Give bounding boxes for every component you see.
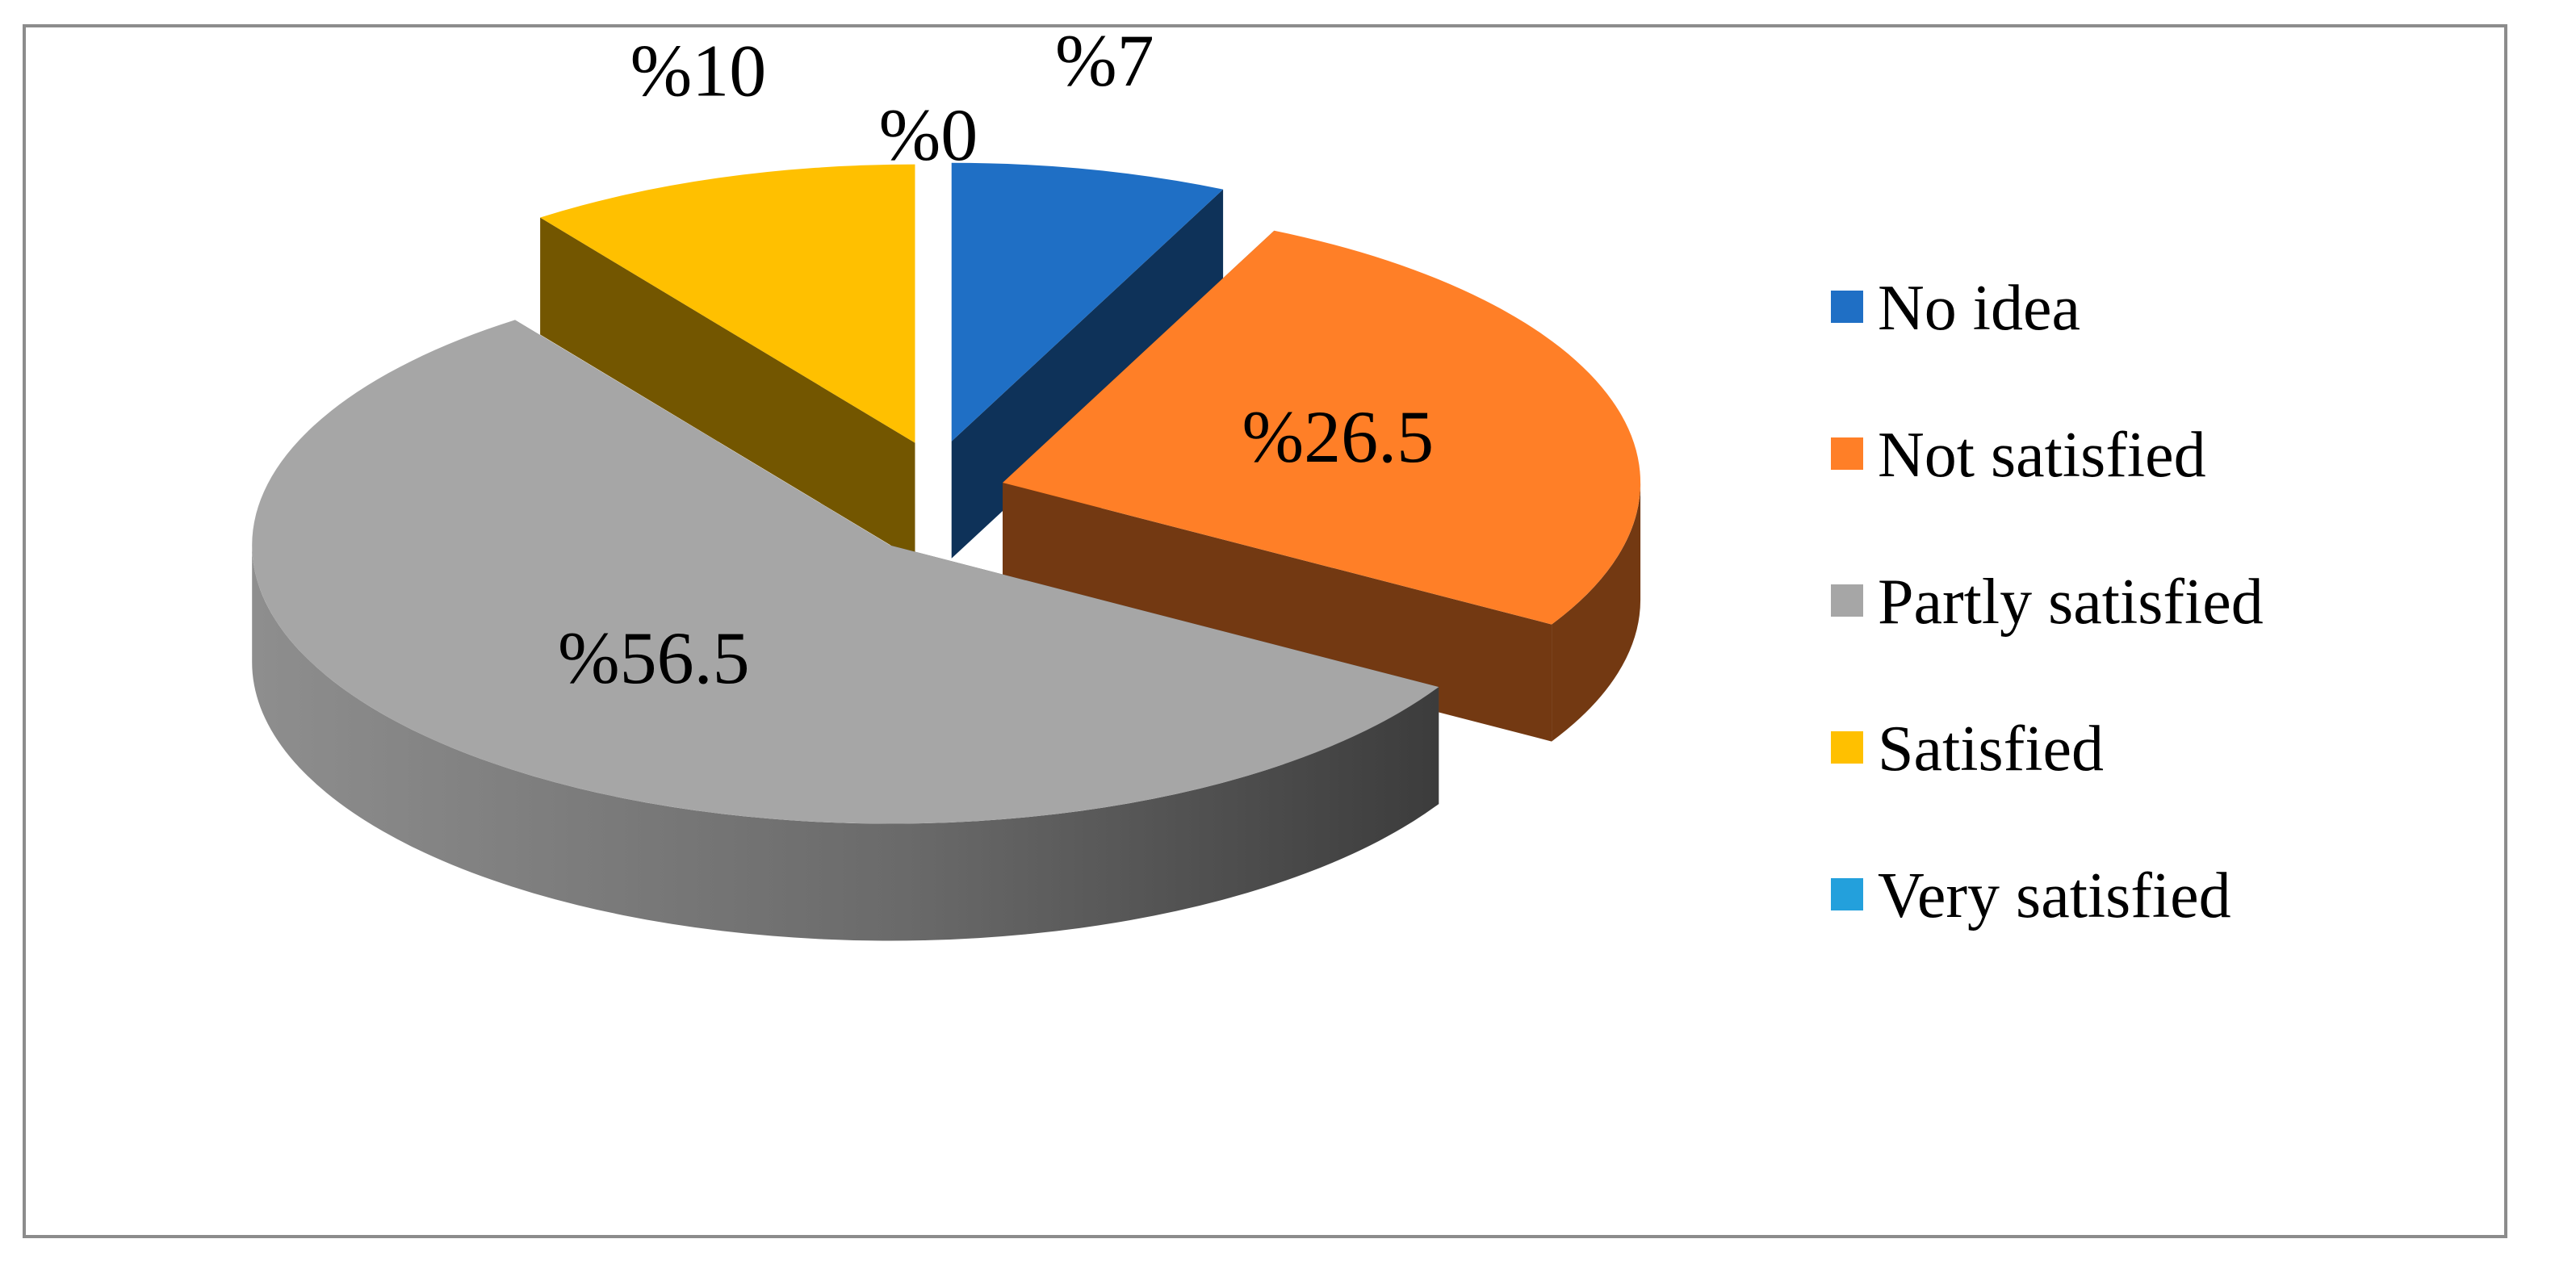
legend-swatch-not-satisfied: [1831, 437, 1863, 470]
legend-swatch-satisfied: [1831, 731, 1863, 764]
legend-swatch-very-satisfied: [1831, 878, 1863, 910]
slice-top-face: [1003, 230, 1641, 625]
legend-label-partly-satisfied: Partly satisfied: [1878, 567, 2264, 638]
pie-slice-labels: %7 %26.5 %56.5 %10 %0: [558, 19, 1434, 699]
slice-top-face: [951, 162, 1224, 442]
slice-side-wall: [540, 217, 915, 560]
legend-label-no-idea: No idea: [1878, 273, 2080, 344]
data-label-partly-satisfied: %56.5: [558, 617, 750, 699]
pie-slice-satisfied: [540, 164, 915, 560]
data-label-not-satisfied: %26.5: [1242, 396, 1435, 478]
slice-top-face: [252, 320, 1439, 824]
pie-slice-not-satisfied: [1003, 230, 1641, 742]
data-label-no-idea: %7: [1055, 19, 1154, 102]
pie-slice-no-idea: [951, 162, 1224, 559]
legend-label-satisfied: Satisfied: [1878, 714, 2104, 785]
slice-outer-wall: [252, 545, 1439, 941]
legend: No idea Not satisfied Partly satisfied Sati…: [1831, 273, 2264, 931]
legend-swatch-partly-satisfied: [1831, 584, 1863, 617]
data-label-very-satisfied: %0: [879, 94, 978, 176]
slice-top-face: [540, 164, 915, 443]
legend-label-not-satisfied: Not satisfied: [1878, 420, 2206, 491]
slice-side-wall: [951, 189, 1224, 559]
slice-side-wall: [1003, 482, 1552, 742]
pie-slices: [252, 162, 1641, 941]
legend-swatch-no-idea: [1831, 291, 1863, 323]
legend-label-very-satisfied: Very satisfied: [1878, 860, 2231, 931]
pie-slice-partly-satisfied: [252, 320, 1439, 941]
data-label-satisfied: %10: [630, 30, 767, 112]
slice-outer-wall: [1552, 482, 1641, 742]
